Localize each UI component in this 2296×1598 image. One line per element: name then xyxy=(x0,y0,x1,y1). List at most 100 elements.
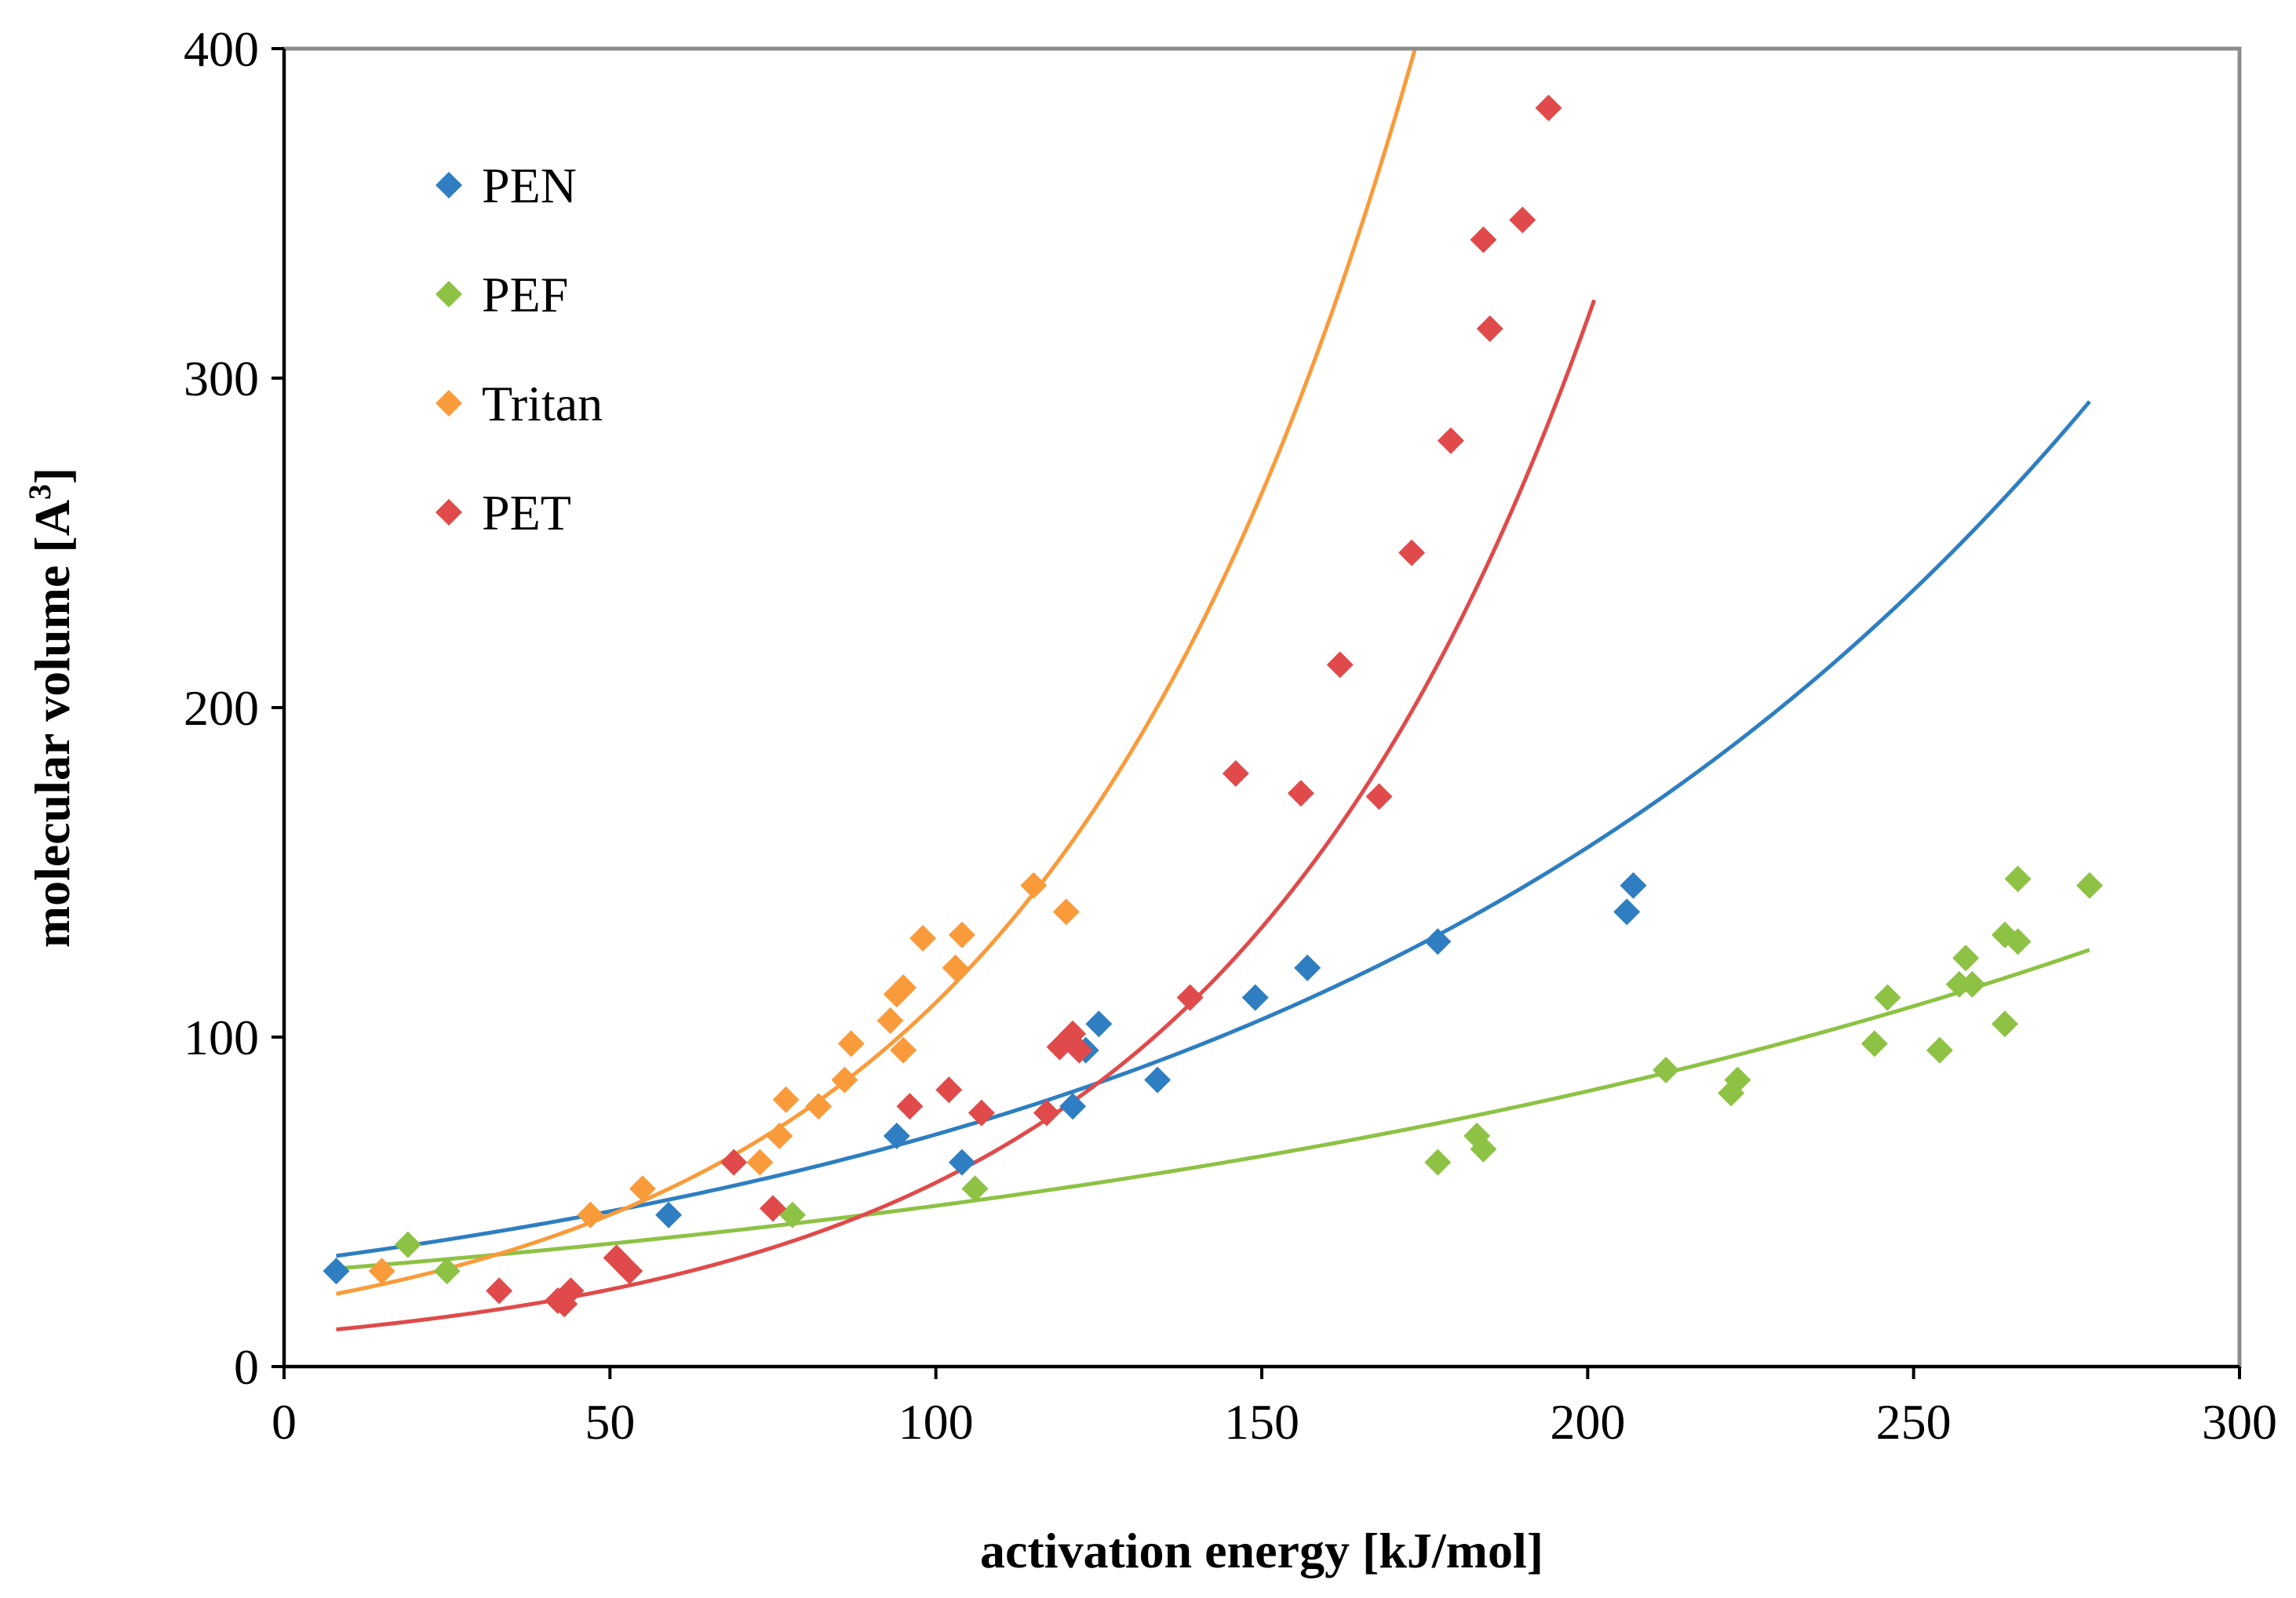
data-point-pen xyxy=(1085,1010,1113,1038)
data-point-tritan xyxy=(831,1066,858,1094)
data-points xyxy=(323,94,2103,1318)
y-tick-label: 400 xyxy=(184,21,259,77)
data-point-pef xyxy=(1874,984,1901,1011)
x-tick-label: 250 xyxy=(1876,1394,1952,1450)
data-point-pen xyxy=(1241,984,1269,1011)
data-point-pet xyxy=(1326,651,1354,679)
x-ticks: 0 50 100 150 200 250 300 xyxy=(272,1367,2277,1450)
y-tick-label: 100 xyxy=(184,1010,259,1065)
legend-marker xyxy=(436,281,462,308)
data-point-pef xyxy=(2004,928,2032,956)
y-tick-label: 300 xyxy=(184,351,259,406)
data-point-pef xyxy=(1470,1135,1497,1163)
data-point-tritan xyxy=(948,921,975,948)
fit-line-tritan xyxy=(335,49,1417,1296)
legend-label: PEF xyxy=(482,267,568,322)
data-point-pen xyxy=(1620,872,1647,899)
legend-item-tritan: Tritan xyxy=(436,376,603,431)
data-point-pet xyxy=(1470,226,1497,253)
data-point-tritan xyxy=(837,1030,865,1057)
data-point-pef xyxy=(394,1231,421,1258)
data-point-pet xyxy=(1365,783,1393,810)
fit-line-pef xyxy=(336,948,2090,1271)
data-point-pen xyxy=(883,1123,910,1149)
x-tick-label: 100 xyxy=(898,1394,974,1450)
data-point-pet xyxy=(1476,315,1503,342)
data-point-pet xyxy=(486,1277,513,1305)
data-point-pen xyxy=(1424,928,1452,956)
data-point-pet xyxy=(1535,94,1562,122)
y-axis-title-superscript: 3 xyxy=(22,484,57,500)
data-point-pef xyxy=(1860,1030,1888,1057)
data-point-pet xyxy=(1066,1036,1093,1064)
data-point-pef xyxy=(1952,945,1980,972)
data-point-pet xyxy=(1287,780,1314,807)
data-point-tritan xyxy=(746,1148,774,1176)
legend-marker xyxy=(436,390,462,417)
data-point-pef xyxy=(1991,1010,2018,1038)
data-point-tritan xyxy=(876,1007,904,1034)
data-point-pef xyxy=(1926,1036,1953,1064)
legend-marker xyxy=(436,499,462,526)
data-point-pef xyxy=(961,1175,989,1203)
data-point-pet xyxy=(896,1093,924,1120)
data-point-pen xyxy=(1059,1093,1087,1120)
y-axis-title-main: molecular volume [A xyxy=(24,500,80,948)
data-point-pef xyxy=(2004,865,2032,893)
data-point-pef xyxy=(433,1258,461,1285)
x-tick-label: 150 xyxy=(1224,1394,1299,1450)
data-point-tritan xyxy=(766,1123,793,1149)
data-point-pen xyxy=(1613,898,1641,926)
data-point-tritan xyxy=(368,1258,395,1285)
x-tick-label: 200 xyxy=(1550,1394,1625,1450)
series-pef xyxy=(394,865,2103,1285)
data-point-pet xyxy=(1398,539,1426,566)
data-point-tritan xyxy=(890,1036,917,1064)
data-point-pet xyxy=(760,1195,786,1222)
y-axis-title: molecular volume [A3] xyxy=(22,468,80,948)
legend-item-pet: PET xyxy=(436,485,571,541)
series-tritan xyxy=(368,872,1080,1285)
data-point-pef xyxy=(1724,1066,1751,1094)
data-point-tritan xyxy=(1020,872,1048,899)
y-tick-label: 0 xyxy=(234,1339,259,1395)
data-point-tritan xyxy=(1052,898,1080,926)
data-point-pet xyxy=(935,1076,963,1104)
data-point-pet xyxy=(557,1277,585,1305)
x-axis-title: activation energy [kJ/mol] xyxy=(980,1523,1543,1578)
data-point-tritan xyxy=(909,925,937,952)
data-point-pen xyxy=(655,1201,683,1229)
y-ticks: 0 100 200 300 400 xyxy=(184,21,284,1395)
series-pet xyxy=(486,94,1562,1318)
data-point-tritan xyxy=(805,1093,833,1120)
data-point-pen xyxy=(948,1148,975,1176)
data-point-tritan xyxy=(577,1201,604,1229)
data-point-pen xyxy=(1144,1066,1172,1094)
data-point-pef xyxy=(1959,970,1986,998)
data-point-tritan xyxy=(772,1086,800,1113)
data-point-pet xyxy=(1509,206,1536,234)
data-point-tritan xyxy=(890,974,917,1001)
x-tick-label: 0 xyxy=(272,1394,297,1450)
data-point-pet xyxy=(1222,760,1249,787)
legend-item-pef: PEF xyxy=(436,267,568,322)
legend: PEN PEF Tritan PET xyxy=(436,158,603,541)
y-tick-label: 200 xyxy=(184,680,259,736)
data-point-pef xyxy=(1424,1148,1452,1176)
data-point-pet xyxy=(616,1258,643,1285)
legend-label: PEN xyxy=(482,158,577,213)
data-point-pen xyxy=(323,1258,350,1285)
legend-label: PET xyxy=(482,485,571,541)
data-point-pet xyxy=(1176,984,1204,1011)
data-point-pef xyxy=(2076,872,2103,899)
data-point-pet xyxy=(1033,1099,1060,1127)
legend-marker xyxy=(436,172,462,198)
legend-label: Tritan xyxy=(482,376,603,431)
x-tick-label: 50 xyxy=(585,1394,635,1450)
data-point-pet xyxy=(720,1148,748,1176)
data-point-tritan xyxy=(629,1175,656,1203)
x-tick-label: 300 xyxy=(2202,1394,2277,1450)
y-axis-title-end: ] xyxy=(24,468,80,484)
